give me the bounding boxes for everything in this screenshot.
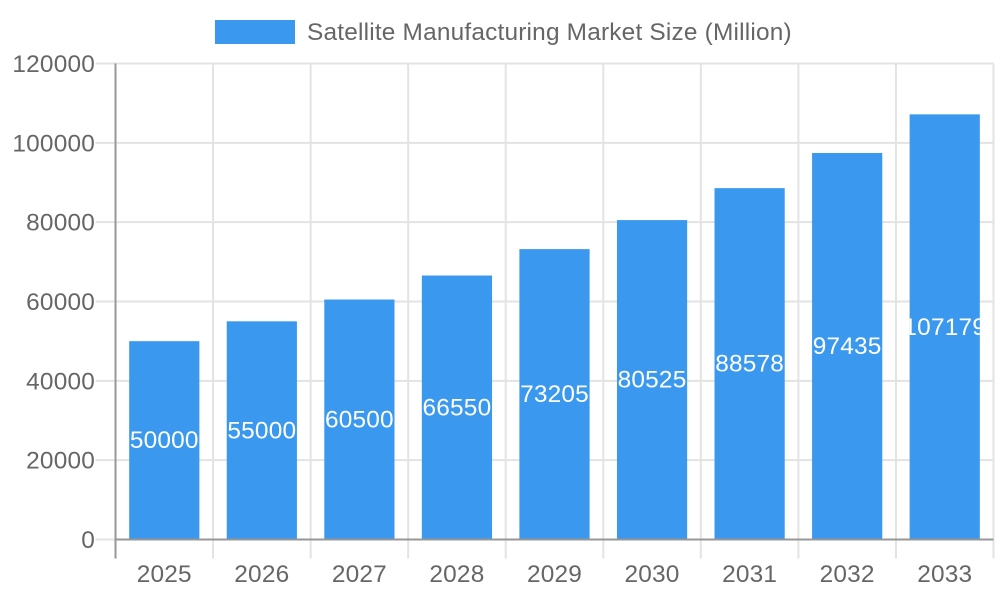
svg-text:120000: 120000: [12, 51, 95, 78]
svg-text:2033: 2033: [917, 561, 972, 588]
svg-text:20000: 20000: [26, 448, 95, 475]
svg-text:2030: 2030: [625, 561, 680, 588]
svg-text:73205: 73205: [520, 381, 589, 408]
svg-text:2026: 2026: [234, 561, 289, 588]
svg-text:2028: 2028: [429, 561, 484, 588]
svg-text:2032: 2032: [820, 561, 875, 588]
svg-text:Satellite Manufacturing Market: Satellite Manufacturing Market Size (Mil…: [307, 19, 792, 46]
svg-text:2027: 2027: [332, 561, 387, 588]
svg-text:0: 0: [81, 527, 95, 554]
svg-text:100000: 100000: [12, 130, 95, 157]
svg-text:88578: 88578: [715, 351, 784, 378]
svg-text:107179: 107179: [903, 314, 986, 341]
svg-text:2031: 2031: [722, 561, 777, 588]
svg-text:60000: 60000: [26, 289, 95, 316]
svg-text:55000: 55000: [227, 417, 296, 444]
svg-text:50000: 50000: [130, 427, 199, 454]
svg-text:60500: 60500: [325, 406, 394, 433]
svg-text:66550: 66550: [423, 394, 492, 421]
svg-text:2029: 2029: [527, 561, 582, 588]
svg-text:40000: 40000: [26, 368, 95, 395]
svg-text:2025: 2025: [137, 561, 192, 588]
svg-text:97435: 97435: [813, 333, 882, 360]
svg-text:80000: 80000: [26, 210, 95, 237]
svg-text:80525: 80525: [618, 367, 687, 394]
